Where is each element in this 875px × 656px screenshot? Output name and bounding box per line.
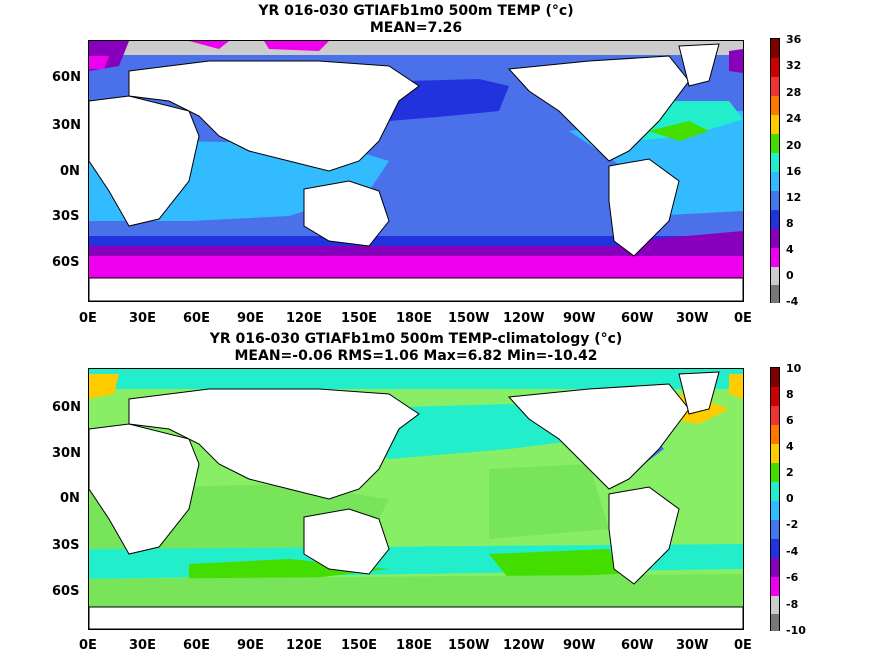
colorbar-label: -6 xyxy=(786,571,799,584)
top-temperature-map xyxy=(88,40,744,302)
colorbar-label: 10 xyxy=(786,362,802,375)
top-lon-label: 0E xyxy=(79,311,97,326)
colorbar-label: -4 xyxy=(786,295,799,308)
bottom-map-field xyxy=(89,369,743,629)
bottom-lat-label-0n: 0N xyxy=(60,491,80,506)
top-map-field xyxy=(89,41,743,301)
bottom-anomaly-map xyxy=(88,368,744,630)
bottom-lon-label: 150E xyxy=(341,638,378,653)
colorbar-label: -8 xyxy=(786,598,799,611)
top-map-subtitle: MEAN=7.26 xyxy=(369,20,463,36)
top-lon-label: 90E xyxy=(237,311,264,326)
bottom-lon-label: 0E xyxy=(79,638,97,653)
top-lat-label-0n: 0N xyxy=(60,164,80,179)
top-lon-label: 60W xyxy=(621,311,654,326)
colorbar-label: 2 xyxy=(786,466,794,479)
top-lon-label: 60E xyxy=(183,311,210,326)
top-colorbar xyxy=(770,38,780,303)
bottom-lon-label: 120W xyxy=(503,638,545,653)
top-lat-label-60s: 60S xyxy=(52,255,80,270)
top-lon-label: 180E xyxy=(396,311,433,326)
bottom-lon-label: 0E xyxy=(734,638,752,653)
colorbar-label: 24 xyxy=(786,112,802,125)
top-lon-label: 120W xyxy=(503,311,545,326)
colorbar-label: -10 xyxy=(786,624,806,637)
bottom-lon-label: 90W xyxy=(563,638,596,653)
colorbar-label: 36 xyxy=(786,33,802,46)
colorbar-label: 4 xyxy=(786,243,794,256)
bottom-lon-label: 90E xyxy=(237,638,264,653)
top-lat-label-60n: 60N xyxy=(52,70,81,85)
colorbar-label: 6 xyxy=(786,414,794,427)
colorbar-label: 8 xyxy=(786,388,794,401)
top-lon-label: 30E xyxy=(129,311,156,326)
bottom-lat-label-30s: 30S xyxy=(52,538,80,553)
top-map-title: YR 016-030 GTIAFb1m0 500m TEMP (°c) xyxy=(258,3,574,19)
colorbar-label: 32 xyxy=(786,59,802,72)
bottom-lon-label: 180E xyxy=(396,638,433,653)
bottom-lon-label: 30W xyxy=(676,638,709,653)
colorbar-label: -4 xyxy=(786,545,799,558)
top-lat-label-30s: 30S xyxy=(52,209,80,224)
top-lon-label: 0E xyxy=(734,311,752,326)
bottom-map-subtitle: MEAN=-0.06 RMS=1.06 Max=6.82 Min=-10.42 xyxy=(234,348,598,364)
colorbar-label: 16 xyxy=(786,165,802,178)
bottom-lon-label: 60W xyxy=(621,638,654,653)
top-lon-label: 90W xyxy=(563,311,596,326)
bottom-lat-label-60s: 60S xyxy=(52,584,80,599)
colorbar-label: 20 xyxy=(786,139,802,152)
top-lon-label: 150W xyxy=(448,311,490,326)
colorbar-label: 4 xyxy=(786,440,794,453)
bottom-lat-label-60n: 60N xyxy=(52,400,81,415)
bottom-colorbar xyxy=(770,367,780,631)
bottom-lon-label: 60E xyxy=(183,638,210,653)
top-lon-label: 120E xyxy=(286,311,323,326)
top-lat-label-30n: 30N xyxy=(52,118,81,133)
colorbar-label: 0 xyxy=(786,492,794,505)
colorbar-label: 12 xyxy=(786,191,802,204)
colorbar-label: -2 xyxy=(786,518,799,531)
top-lon-label: 30W xyxy=(676,311,709,326)
bottom-lon-label: 120E xyxy=(286,638,323,653)
bottom-lon-label: 30E xyxy=(129,638,156,653)
colorbar-label: 28 xyxy=(786,86,802,99)
bottom-lon-label: 150W xyxy=(448,638,490,653)
bottom-map-title: YR 016-030 GTIAFb1m0 500m TEMP-climatolo… xyxy=(209,331,623,347)
colorbar-label: 0 xyxy=(786,269,794,282)
colorbar-label: 8 xyxy=(786,217,794,230)
bottom-lat-label-30n: 30N xyxy=(52,446,81,461)
top-lon-label: 150E xyxy=(341,311,378,326)
